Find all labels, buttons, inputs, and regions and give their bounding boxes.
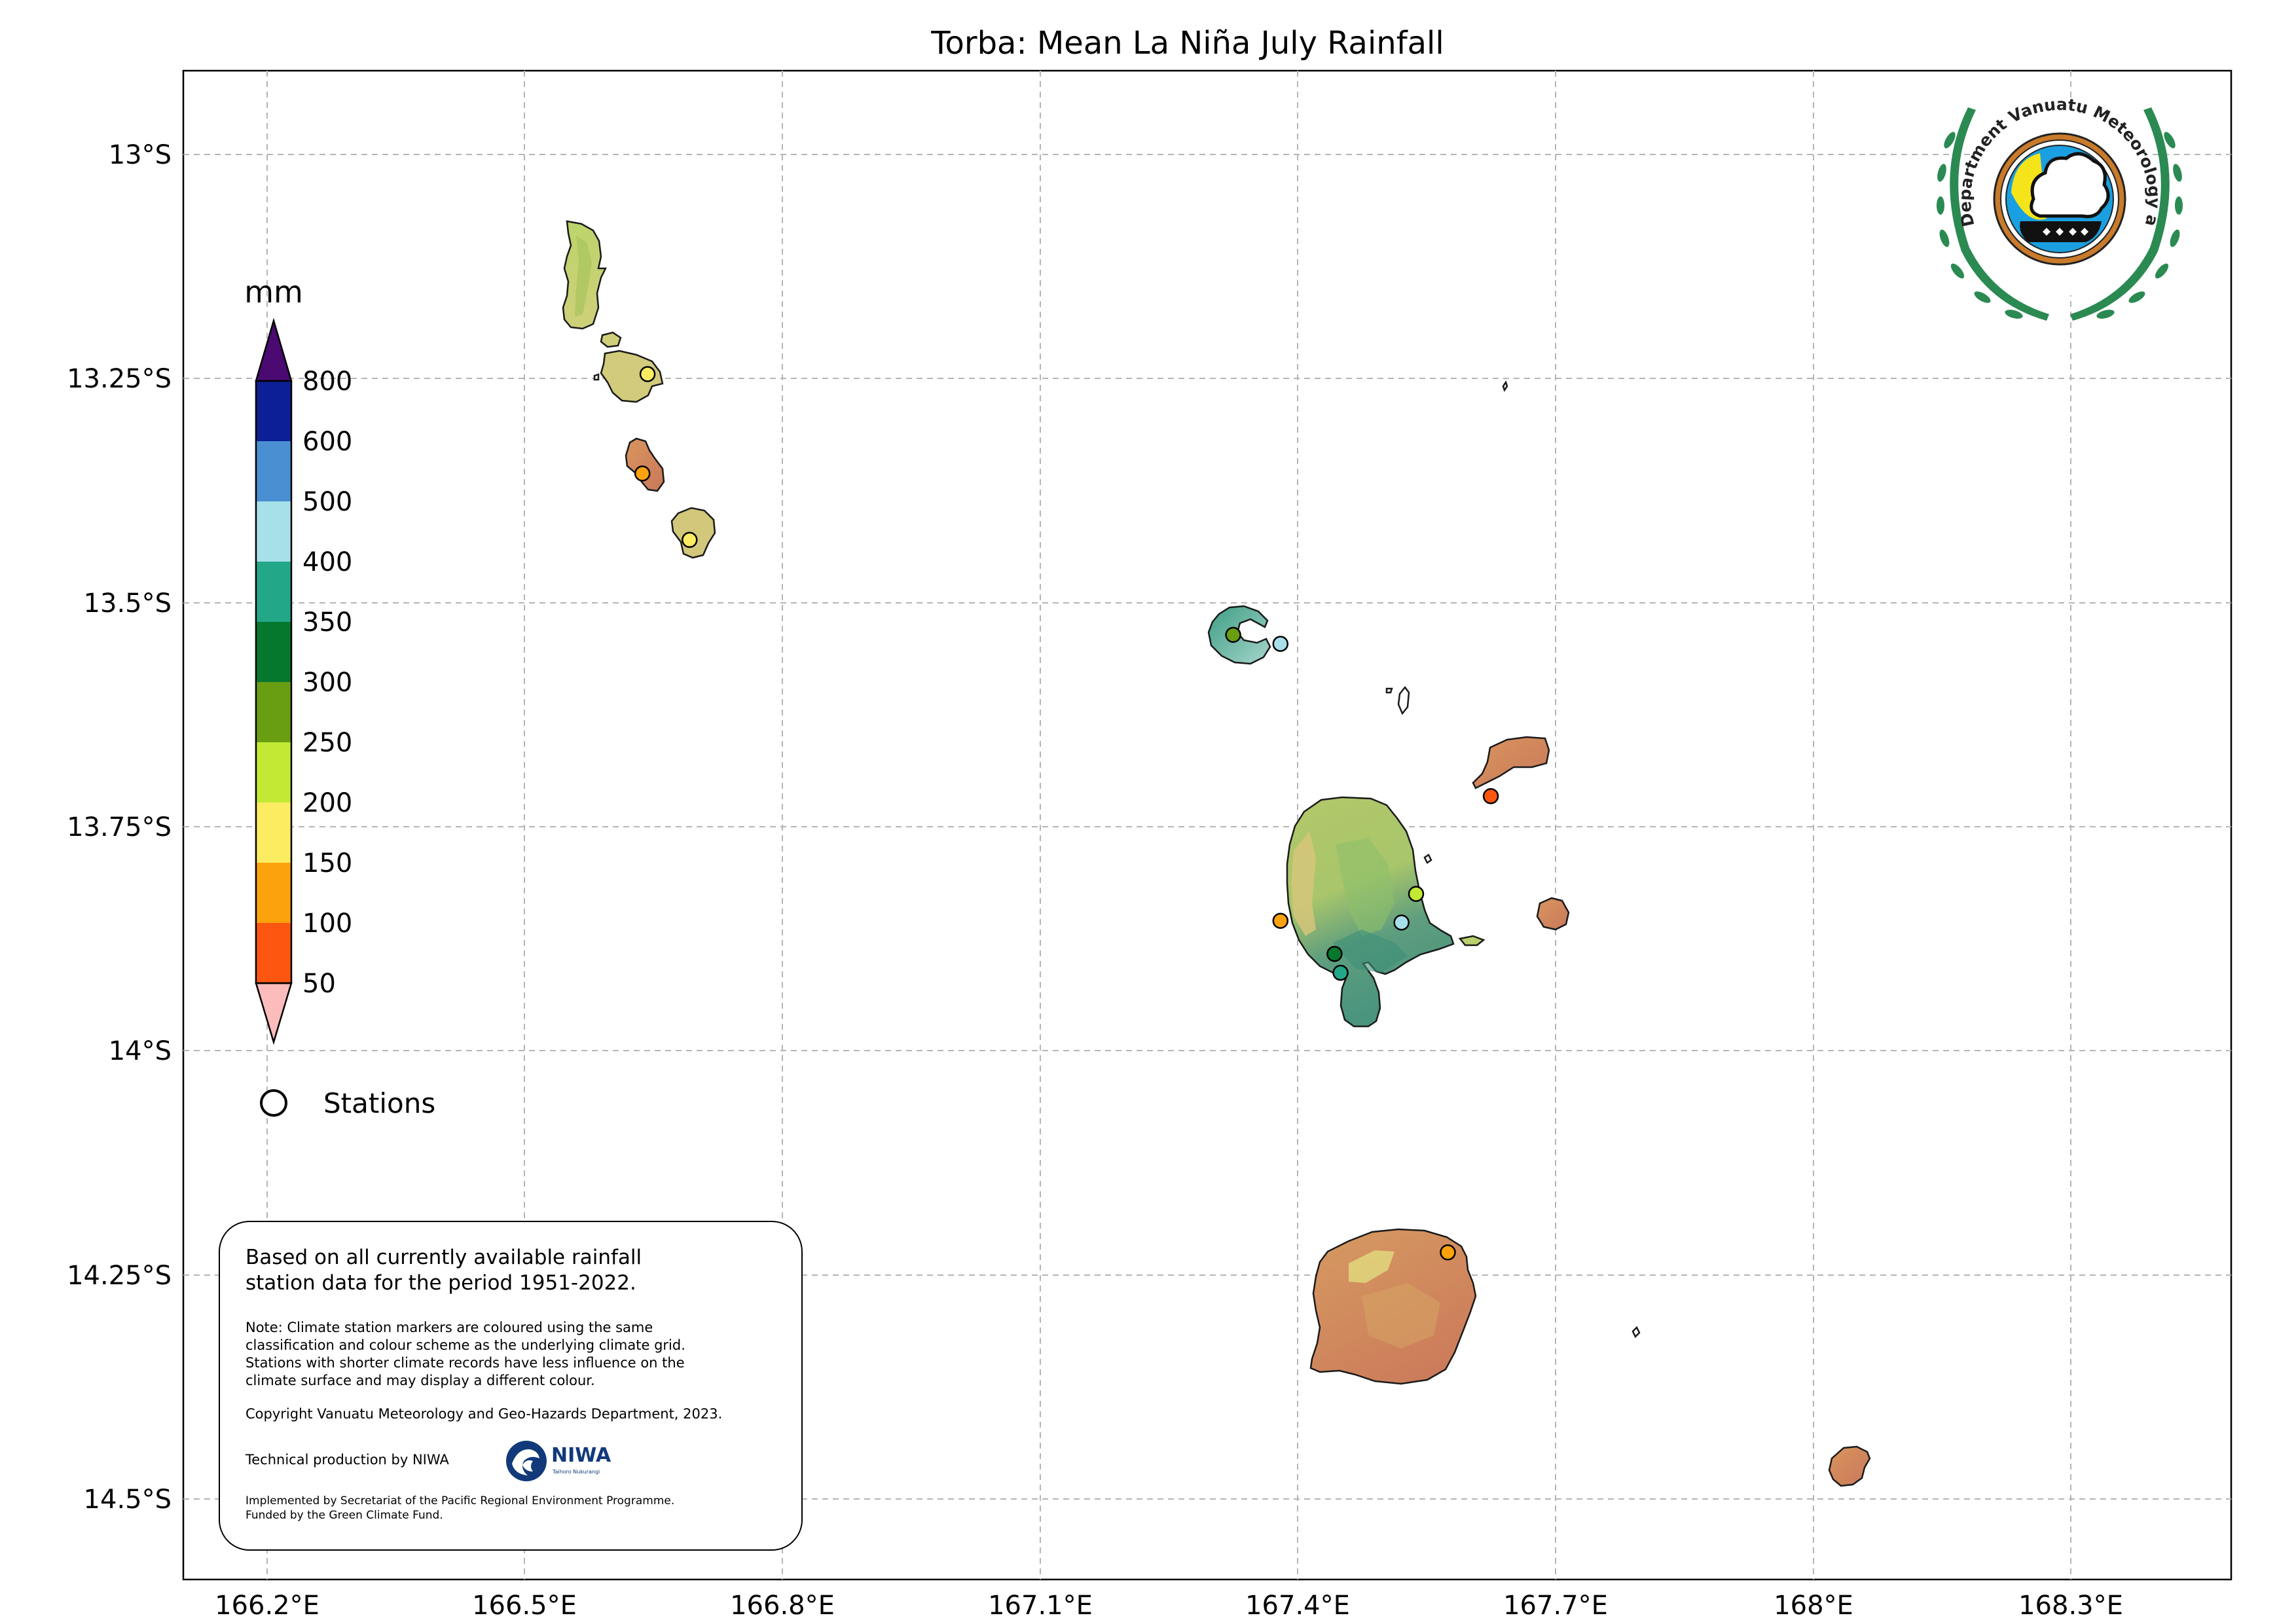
note-text-line: Stations with shorter climate records ha… — [246, 1355, 685, 1371]
y-tick-label: 13.25°S — [67, 364, 172, 394]
colorbar-label: 50 — [302, 969, 336, 999]
stations-legend: Stations — [260, 1087, 435, 1119]
colorbar-band-250-300 — [256, 682, 291, 742]
note-text-line: Note: Climate station markers are colour… — [246, 1320, 653, 1335]
x-axis-ticks: 166.2°E 166.5°E 166.8°E 167.1°E 167.4°E … — [215, 1591, 2123, 1621]
station-marker — [1225, 626, 1241, 643]
y-tick-label: 14.5°S — [84, 1485, 172, 1515]
technical-text: Technical production by NIWA — [245, 1452, 449, 1468]
colorbar-unit: mm — [244, 274, 303, 310]
colorbar-label: 300 — [302, 668, 352, 698]
colorbar-outline — [255, 380, 293, 984]
x-tick-label: 166.2°E — [215, 1591, 319, 1621]
islet-small-7 — [1385, 687, 1393, 694]
x-tick-label: 168.3°E — [2018, 1591, 2123, 1621]
colorbar-label: 500 — [302, 487, 352, 517]
gaua-lake — [1349, 1250, 1394, 1283]
colorbar-band-100-150 — [256, 863, 291, 923]
implemented-text: Implemented by Secretariat of the Pacifi… — [246, 1494, 674, 1507]
vmgd-logo-icon: Department Vanuatu Meteorology and Geo-H… — [1937, 95, 2183, 321]
y-tick-label: 13.5°S — [84, 588, 172, 619]
colorbar-label: 200 — [302, 788, 352, 818]
islet-small-3 — [1631, 1326, 1641, 1339]
note-box-frame — [219, 1221, 803, 1551]
niwa-logo-icon: NIWA Taihoro Nukurangi — [506, 1441, 611, 1481]
circle-marker-icon — [260, 1089, 287, 1117]
colorbar-label: 150 — [302, 848, 352, 878]
island-loh — [625, 437, 665, 492]
station-marker — [1332, 964, 1349, 981]
gaua-highland — [1362, 1283, 1440, 1348]
island-merelava-north — [1536, 897, 1570, 931]
x-tick-label: 167.7°E — [1503, 1591, 1608, 1621]
colorbar-band-50-100 — [256, 923, 291, 983]
x-tick-label: 167.1°E — [988, 1591, 1093, 1621]
station-marker — [1393, 914, 1410, 931]
colorbar-band-350-400 — [256, 562, 291, 622]
note-main-line: station data for the period 1951-2022. — [246, 1271, 636, 1295]
colorbar-band-200-250 — [256, 742, 291, 803]
laurel-wreath — [1937, 107, 2183, 321]
islet-small-1 — [1458, 935, 1485, 947]
funded-text: Funded by the Green Climate Fund. — [246, 1509, 443, 1522]
copyright-text: Copyright Vanuatu Meteorology and Geo-Ha… — [246, 1406, 722, 1422]
islet-small-2 — [1423, 854, 1432, 864]
y-axis-ticks: 13°S 13.25°S 13.5°S 13.75°S 14°S 14.25°S… — [67, 140, 172, 1515]
island-tegua — [600, 350, 664, 403]
vanua-lava-south — [1333, 929, 1408, 973]
colorbar-label: 350 — [302, 607, 352, 638]
station-marker — [1326, 946, 1343, 962]
station-marker — [1272, 636, 1289, 652]
note-text-line: classification and colour scheme as the … — [246, 1337, 685, 1353]
y-tick-label: 13.75°S — [67, 812, 172, 842]
islet-small-6 — [593, 373, 600, 381]
colorbar-band-500-600 — [256, 441, 291, 501]
colorbar-band-600-800 — [256, 381, 291, 441]
y-tick-label: 14.25°S — [67, 1261, 172, 1291]
colorbar: mm 800 600 500 400 350 300 250 200 150 1… — [244, 274, 352, 1045]
y-tick-label: 14°S — [109, 1036, 172, 1066]
colorbar-band-300-350 — [256, 622, 291, 682]
colorbar-label: 400 — [302, 547, 352, 577]
colorbar-label: 800 — [302, 367, 352, 397]
y-tick-label: 13°S — [109, 140, 172, 170]
colorbar-label: 100 — [302, 909, 352, 939]
stations-legend-label: Stations — [323, 1087, 435, 1119]
station-marker — [1272, 912, 1289, 929]
colorbar-label: 600 — [302, 427, 352, 457]
note-box: Based on all currently available rainfal… — [219, 1221, 803, 1551]
colorbar-band-150-200 — [256, 803, 291, 863]
hiu-ridge — [575, 236, 592, 317]
station-marker — [639, 366, 656, 382]
note-text-line: climate surface and may display a differ… — [246, 1373, 595, 1388]
x-tick-label: 167.4°E — [1245, 1591, 1350, 1621]
vanua-lava-highland — [1336, 838, 1394, 936]
niwa-logo-tagline: Taihoro Nukurangi — [552, 1469, 600, 1475]
island-islet-a — [600, 331, 622, 348]
x-tick-label: 168°E — [1774, 1591, 1853, 1621]
niwa-logo-text: NIWA — [551, 1444, 611, 1467]
island-merelava — [1828, 1445, 1871, 1487]
island-mota-lava — [1472, 736, 1550, 789]
station-marker — [682, 532, 698, 549]
station-marker — [634, 465, 651, 482]
vanua-lava-west — [1291, 831, 1316, 936]
station-marker — [1482, 788, 1499, 804]
island-shading — [575, 236, 1440, 1348]
note-main-line: Based on all currently available rainfal… — [246, 1246, 642, 1269]
colorbar-labels: 800 600 500 400 350 300 250 200 150 100 … — [302, 367, 352, 999]
station-marker — [1440, 1244, 1456, 1261]
map-title: Torba: Mean La Niña July Rainfall — [930, 25, 1444, 62]
x-tick-label: 166.8°E — [730, 1591, 835, 1621]
station-marker — [1408, 886, 1425, 902]
islet-small-5 — [1397, 685, 1410, 715]
x-tick-label: 166.5°E — [472, 1591, 577, 1621]
station-markers — [634, 366, 1499, 1261]
colorbar-label: 250 — [302, 728, 352, 758]
islet-small-4 — [1502, 380, 1508, 392]
colorbar-band-400-500 — [256, 501, 291, 562]
